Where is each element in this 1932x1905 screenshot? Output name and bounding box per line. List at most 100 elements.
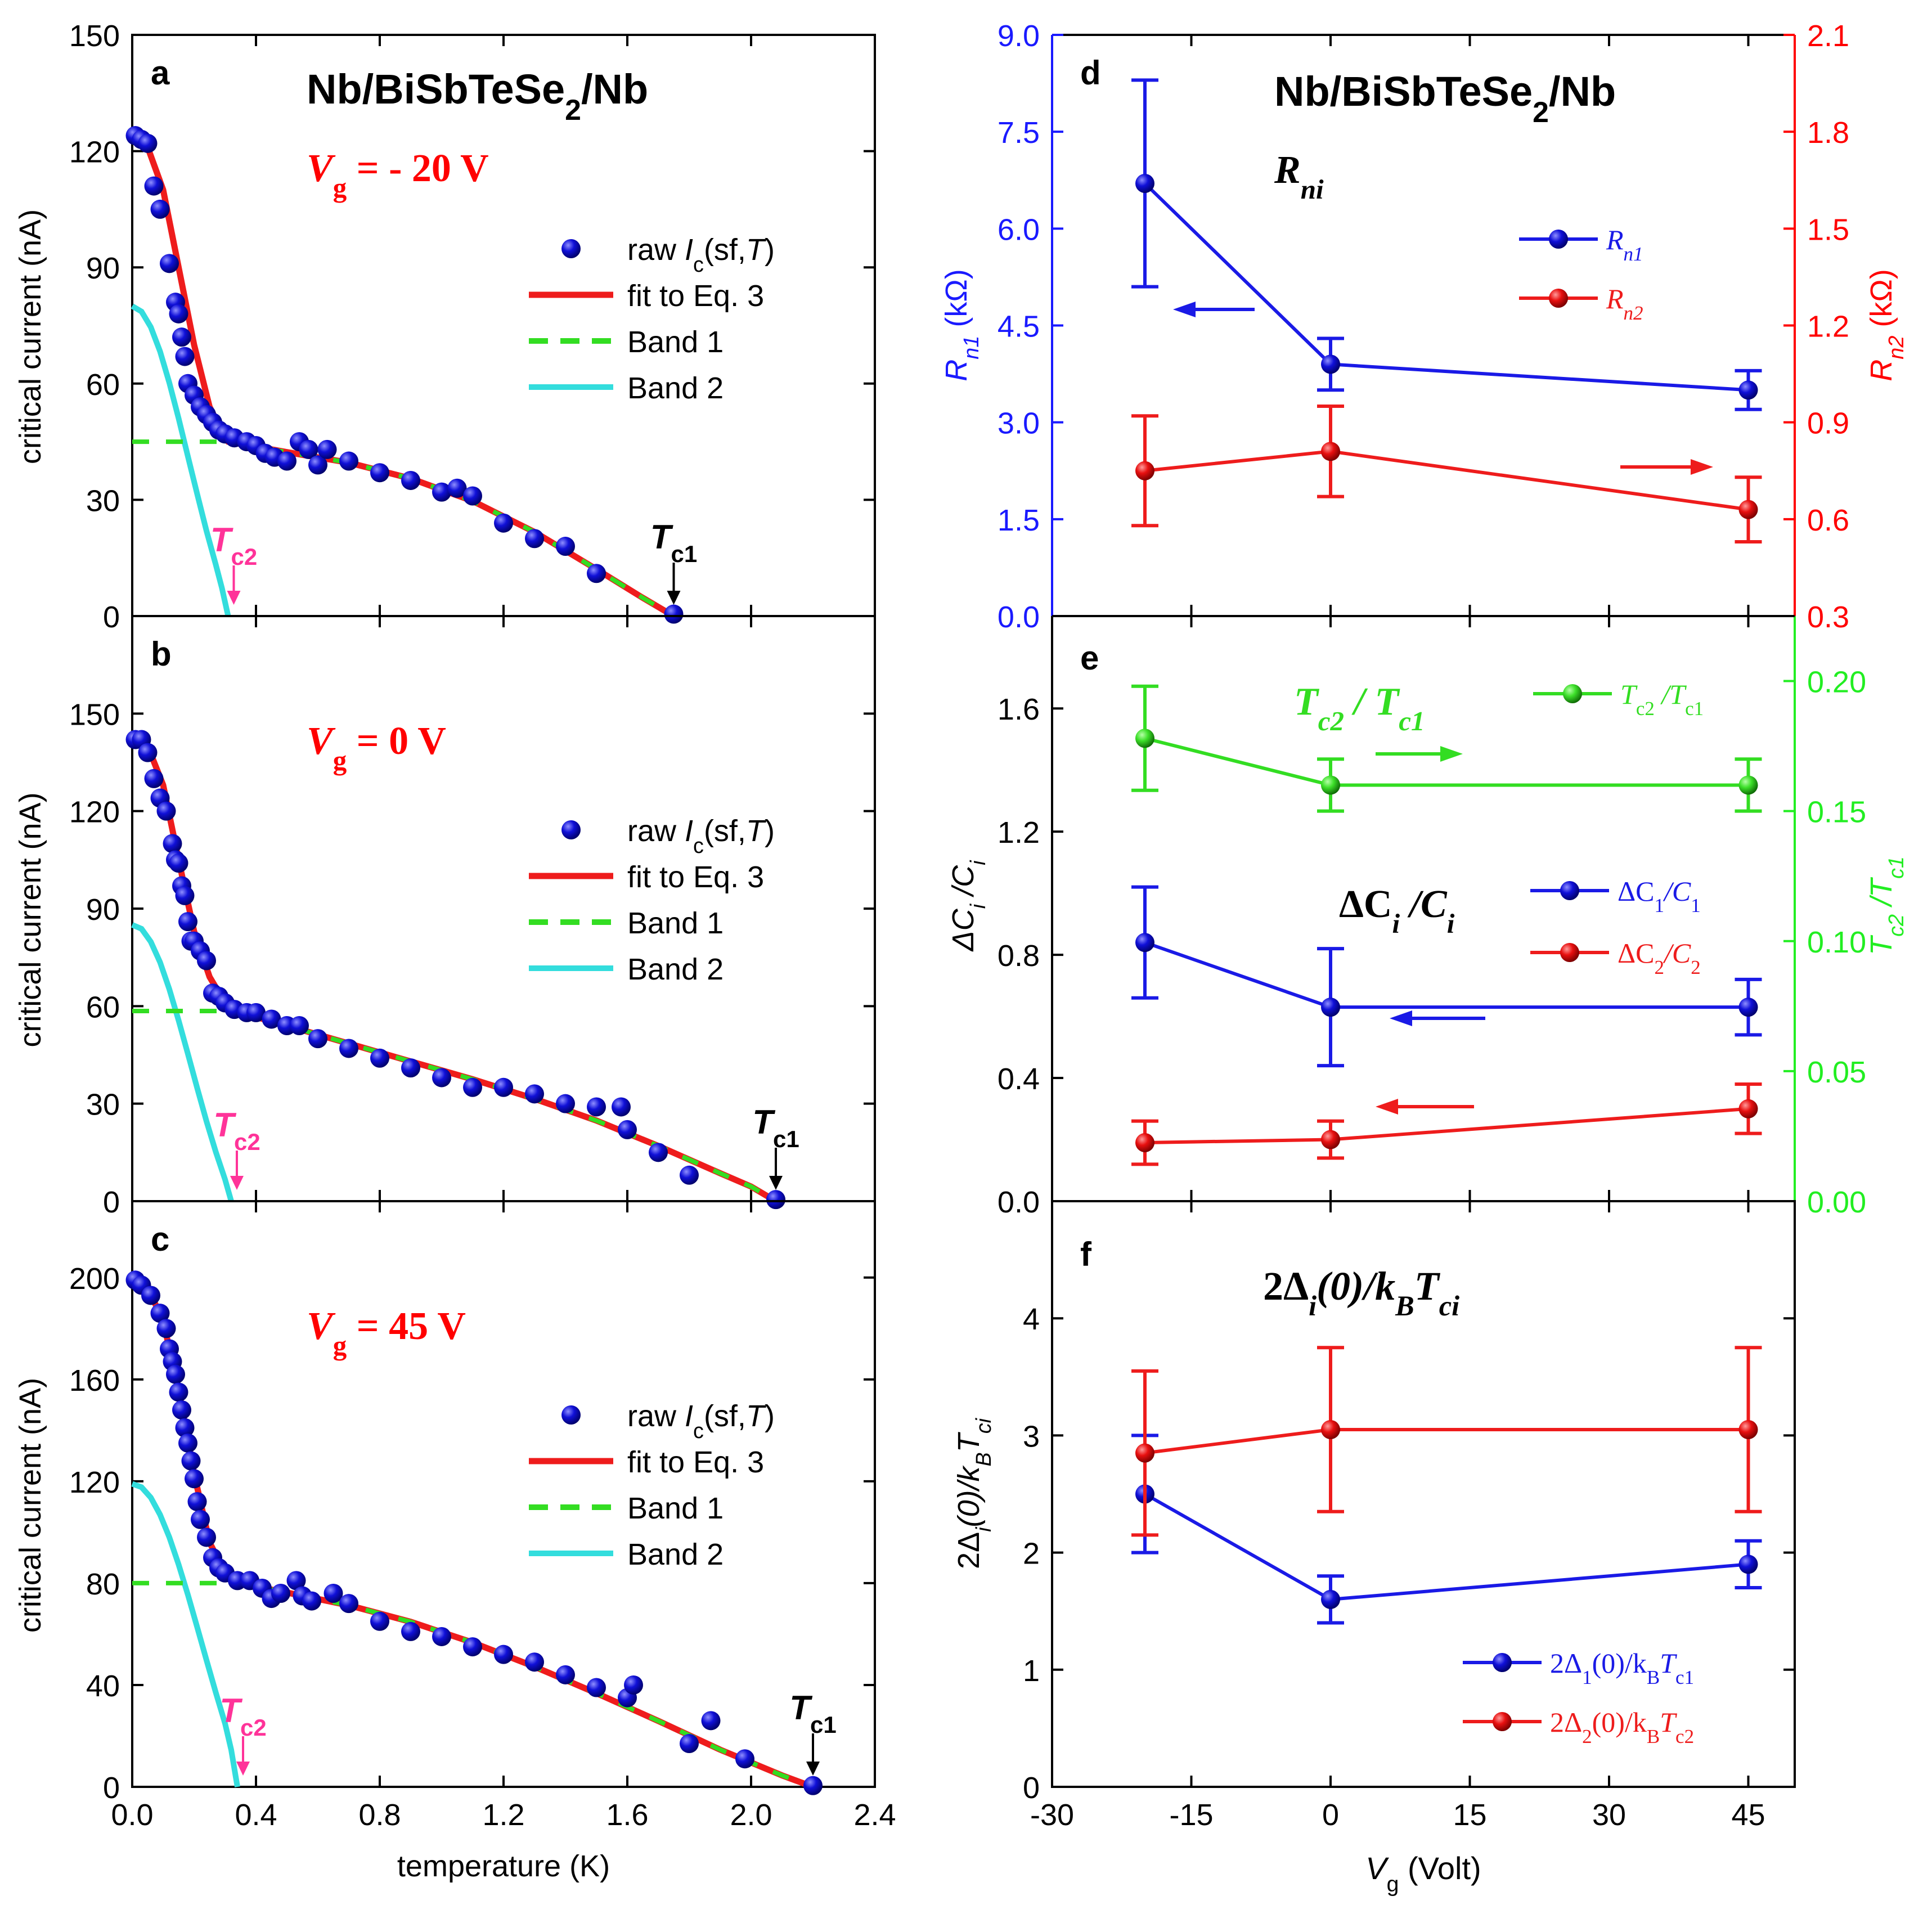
panel-b: 0 30 60 90 120 150 critical current (nA) b Vg = … (14, 615, 876, 1219)
y-tick-label: 120 (69, 136, 120, 169)
raw-data-point (624, 1675, 643, 1695)
x-tick-label: 15 (1453, 1798, 1486, 1832)
legend-marker (561, 820, 581, 839)
plot-frame (131, 1200, 876, 1788)
raw-data-point (172, 327, 191, 347)
panel-letter: b (151, 635, 172, 673)
raw-data-point (308, 455, 327, 475)
y-tick-label: 40 (86, 1669, 120, 1703)
raw-data-point (401, 1621, 420, 1641)
data-point (1321, 1130, 1340, 1149)
data-point (1738, 775, 1758, 795)
raw-data-point (156, 801, 176, 821)
legend-marker (561, 1405, 581, 1425)
legend-marker (1560, 881, 1579, 900)
raw-data-point (185, 1469, 204, 1489)
tc1-arrowhead (667, 591, 681, 605)
y-tick-label: 1.5 (998, 504, 1040, 537)
legend-raw: raw Ic(sf,T) (627, 233, 775, 277)
series-gap1-line (1144, 1492, 1749, 1601)
raw-data-point (370, 1611, 389, 1631)
band2-curve (131, 922, 234, 1202)
panel-letter: a (151, 54, 170, 92)
axis-arrowhead (1390, 1010, 1412, 1026)
y-tick-label-right: 0.05 (1807, 1055, 1866, 1089)
data-point (1135, 1443, 1154, 1463)
tc1-label: Tc1 (752, 1103, 799, 1152)
raw-data-point (178, 1433, 197, 1453)
tc2-label: Tc2 (213, 1106, 260, 1155)
panel-letter: f (1080, 1235, 1092, 1273)
x-axis-label: temperature (K) (397, 1849, 610, 1883)
legend-fit: fit to Eq. 3 (627, 860, 764, 894)
y-tick-label-right: 2.1 (1807, 19, 1849, 53)
legend-label: ΔC1/C1 (1618, 875, 1701, 916)
raw-data-point (525, 529, 544, 549)
raw-data-point (246, 1003, 266, 1022)
inner-label: Rni (1274, 149, 1324, 205)
plot-frame (1051, 1200, 1796, 1788)
inner-label: 2Δi(0)/kBTci (1263, 1264, 1459, 1322)
raw-data-point (191, 1509, 210, 1529)
tc2-label: Tc2 (210, 521, 257, 570)
panel-title: Nb/BiSbTeSe2/Nb (307, 66, 648, 126)
raw-data-point (556, 1665, 575, 1684)
legend-label: 2Δ1(0)/kBTc1 (1550, 1647, 1694, 1688)
tc2-arrowhead (236, 1762, 250, 1776)
raw-data-point (680, 1165, 699, 1185)
raw-data-point (525, 1084, 544, 1104)
band2-curve (131, 303, 231, 617)
panel-d: 0.0 1.5 3.0 4.5 6.0 7.5 9.0 0.3 0.6 0.9 1.2 1.5 1.8 2… (940, 19, 1908, 634)
y-tick-label-right: 0.10 (1807, 925, 1866, 959)
legend-band2: Band 2 (627, 371, 724, 405)
inner-label-green: Tc2 / Tc1 (1294, 680, 1425, 736)
tc2-arrowhead (227, 591, 241, 605)
data-point (1135, 461, 1154, 480)
raw-data-point (618, 1120, 637, 1139)
y-tick-label: 4.5 (998, 310, 1040, 344)
y-axis-label-right: Rn2 (kΩ) (1864, 269, 1908, 381)
data-point (1738, 1554, 1758, 1574)
panel-a: 0 30 60 90 120 150 critical current (nA) a Nb/Bi… (14, 19, 876, 634)
raw-data-point (178, 912, 197, 932)
raw-data-point (612, 1097, 631, 1117)
series-rn2-line (1144, 450, 1749, 511)
data-point (1135, 1133, 1154, 1152)
legend-label: Tc2 /Tc1 (1620, 679, 1704, 720)
y-tick-label: 150 (69, 698, 120, 731)
gate-voltage-label: Vg = 0 V (307, 720, 446, 776)
y-tick-label: 160 (69, 1364, 120, 1398)
data-point (1738, 380, 1758, 400)
y-tick-label-right: 0.15 (1807, 796, 1866, 829)
y-tick-label: 60 (86, 368, 120, 402)
y-tick-label: 90 (86, 251, 120, 285)
legend-marker (1493, 1653, 1512, 1672)
gate-voltage-label: Vg = - 20 V (307, 147, 489, 203)
raw-data-point (463, 486, 482, 506)
legend-fit: fit to Eq. 3 (627, 1445, 764, 1479)
y-tick-label: 80 (86, 1567, 120, 1601)
legend-label: ΔC2/C2 (1618, 937, 1701, 978)
y-tick-label-right: 1.2 (1807, 310, 1849, 344)
y-axis-label: critical current (nA) (14, 209, 47, 464)
x-tick-label: 0.0 (111, 1798, 153, 1832)
raw-data-point (172, 1400, 191, 1420)
y-axis-label-right: Tc2 /Tc1 (1864, 856, 1908, 955)
y-tick-label: 1.2 (998, 816, 1040, 850)
raw-data-point (324, 1584, 343, 1603)
raw-data-point (432, 1627, 451, 1646)
tc1-label: Tc1 (650, 518, 697, 567)
raw-data-point (197, 1527, 216, 1547)
axis-arrowhead (1440, 746, 1463, 762)
raw-data-point (166, 1364, 185, 1384)
legend-marker (1493, 1712, 1512, 1731)
raw-data-point (556, 1094, 575, 1113)
raw-data-point (197, 951, 216, 971)
raw-data-point (169, 1382, 188, 1402)
legend-label: 2Δ2(0)/kBTc2 (1550, 1706, 1694, 1747)
y-tick-label: 150 (69, 19, 120, 53)
y-tick-label: 120 (69, 1466, 120, 1499)
raw-data-point (317, 439, 337, 459)
y-tick-label: 0.8 (998, 939, 1040, 973)
raw-data-point (175, 1418, 195, 1437)
